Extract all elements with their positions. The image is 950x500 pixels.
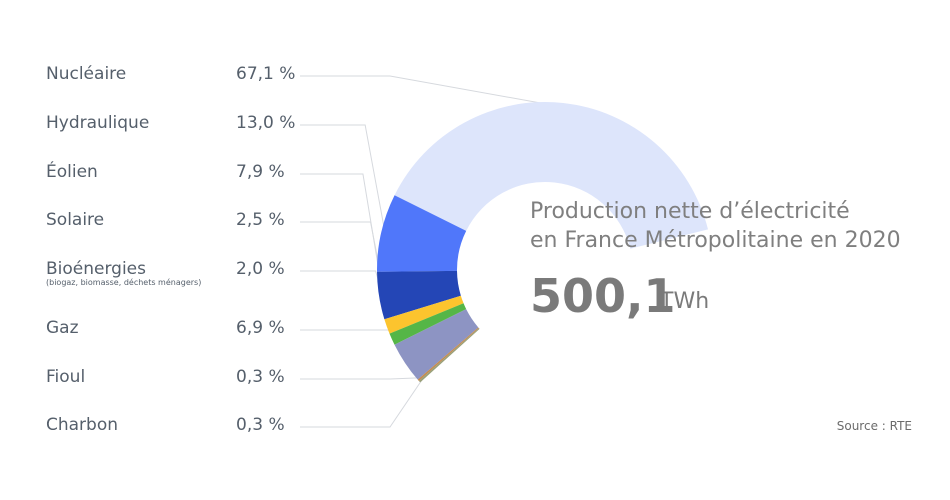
slice-4: [384, 295, 464, 334]
legend-percent: 2,5 %: [236, 210, 285, 230]
legend-name: Solaire: [46, 210, 104, 230]
legend-name: Hydraulique: [46, 113, 149, 133]
slice-5: [389, 303, 467, 345]
source-note: Source : RTE: [837, 419, 912, 433]
legend-name: Éolien: [46, 160, 98, 182]
legend-sublabel: (biogaz, biomasse, déchets ménagers): [46, 277, 201, 287]
slice-8: [418, 328, 480, 383]
slice-2: [377, 195, 467, 272]
total-unit: TWh: [659, 289, 709, 314]
slice-6: [394, 309, 479, 380]
slice-3: [377, 270, 461, 320]
legend-name: Charbon: [46, 415, 118, 435]
leader-line-2: [300, 124, 386, 234]
legend-name: Bioénergies: [46, 259, 146, 279]
donut-slices: [377, 101, 709, 383]
slice-1: [394, 101, 709, 249]
leader-line-3: [300, 173, 384, 296]
slice-7: [417, 327, 479, 382]
legend-percent: 2,0 %: [236, 259, 285, 279]
leader-line-7: [300, 377, 422, 380]
legend-percent: 67,1 %: [236, 64, 295, 84]
chart-title-line1: Production nette d’électricité: [530, 199, 850, 224]
legend-percent: 7,9 %: [236, 162, 285, 182]
leader-line-1: [300, 75, 563, 108]
leader-line-8: [300, 378, 423, 428]
legend-percent: 13,0 %: [236, 113, 295, 133]
leader-line-4: [300, 221, 392, 326]
chart-title-line2: en France Métropolitaine en 2020: [530, 228, 901, 253]
legend-labels: Nucléaire 67,1 % Hydraulique 13,0 % Éolien 7,…: [46, 64, 295, 435]
legend-name: Fioul: [46, 367, 85, 387]
legend-name: Nucléaire: [46, 64, 126, 84]
total-value: 500,1: [530, 269, 676, 323]
legend-percent: 0,3 %: [236, 415, 285, 435]
legend-percent: 0,3 %: [236, 367, 285, 387]
legend-name: Gaz: [46, 318, 79, 338]
legend-percent: 6,9 %: [236, 318, 285, 338]
